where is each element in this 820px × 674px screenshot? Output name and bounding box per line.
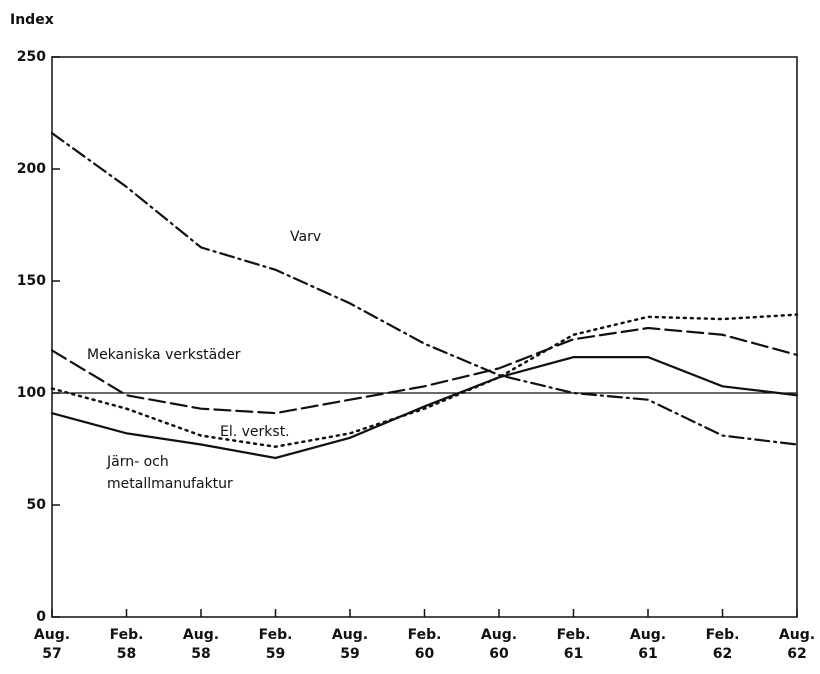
y-tick-label: 0 bbox=[36, 609, 46, 625]
series-label: Varv bbox=[290, 229, 321, 245]
x-tick-label: Feb. 62 bbox=[706, 627, 740, 662]
y-axis-label: Index bbox=[10, 12, 54, 28]
y-tick-label: 150 bbox=[17, 273, 46, 289]
series-line bbox=[50, 356, 799, 460]
series-line bbox=[50, 326, 799, 415]
series-line bbox=[50, 313, 799, 449]
y-tick-label: 250 bbox=[17, 49, 46, 65]
series-label: Järn- och metallmanufaktur bbox=[106, 454, 233, 492]
y-tick-label: 100 bbox=[17, 385, 46, 401]
plot-frame bbox=[51, 56, 798, 618]
series-label: El. verkst. bbox=[220, 424, 290, 440]
series-label: Mekaniska verkstäder bbox=[87, 347, 241, 363]
series-line bbox=[50, 132, 799, 446]
x-tick-label: Aug. 59 bbox=[332, 627, 368, 662]
x-tick-label: Feb. 61 bbox=[557, 627, 591, 662]
y-tick-label: 50 bbox=[27, 497, 47, 513]
x-tick-label: Aug. 62 bbox=[779, 627, 815, 662]
y-tick-label: 200 bbox=[17, 161, 46, 177]
x-tick-label: Feb. 59 bbox=[259, 627, 293, 662]
x-tick-label: Aug. 61 bbox=[630, 627, 666, 662]
x-tick-label: Feb. 60 bbox=[408, 627, 442, 662]
x-tick-label: Aug. 60 bbox=[481, 627, 517, 662]
x-tick-label: Aug. 57 bbox=[34, 627, 70, 662]
x-tick-label: Aug. 58 bbox=[183, 627, 219, 662]
x-tick-label: Feb. 58 bbox=[110, 627, 144, 662]
